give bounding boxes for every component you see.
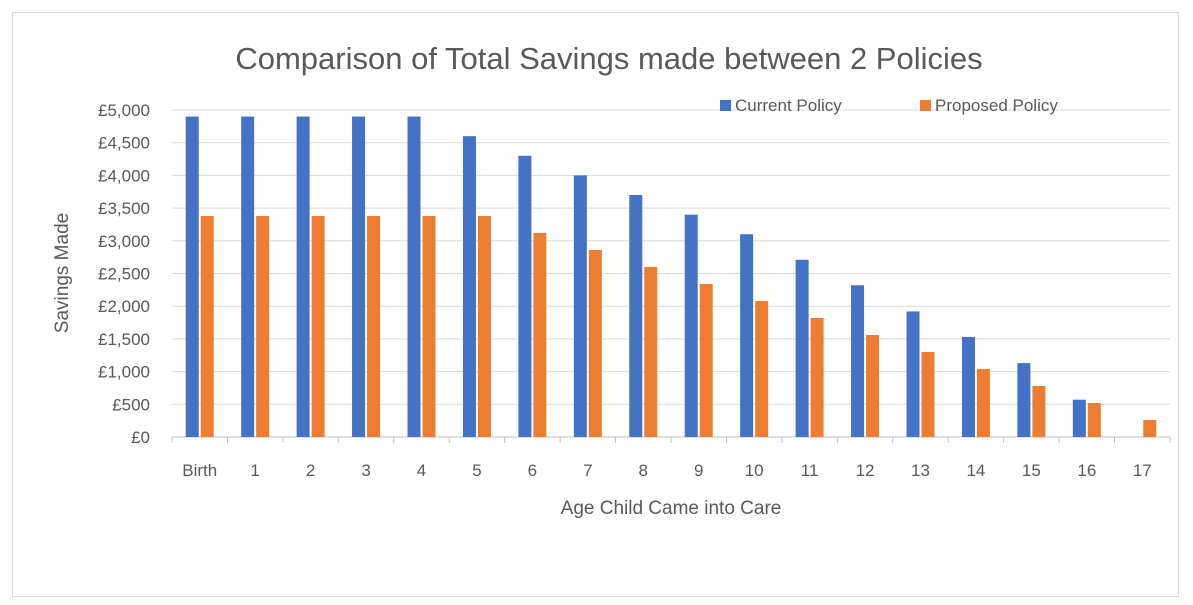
bar-proposed-policy <box>1087 402 1101 437</box>
bar-proposed-policy <box>976 368 990 437</box>
bar-proposed-policy <box>1032 385 1046 437</box>
y-tick-label: £2,500 <box>98 265 150 284</box>
bar-proposed-policy <box>1143 419 1157 437</box>
legend-swatch <box>920 100 931 111</box>
bar-proposed-policy <box>644 266 658 437</box>
bar-current-policy <box>296 116 310 437</box>
y-tick-label: £4,500 <box>98 134 150 153</box>
bar-current-policy <box>684 214 698 437</box>
x-tick-label: 17 <box>1133 461 1152 480</box>
x-tick-label: Birth <box>182 461 217 480</box>
y-tick-label: £5,000 <box>98 101 150 120</box>
bar-proposed-policy <box>422 215 436 437</box>
x-tick-label: 13 <box>911 461 930 480</box>
y-tick-label: £3,000 <box>98 232 150 251</box>
x-tick-label: 9 <box>694 461 703 480</box>
y-axis-label: Savings Made <box>52 213 73 333</box>
x-tick-label: 3 <box>361 461 370 480</box>
bar-proposed-policy <box>256 215 270 437</box>
legend-label: Proposed Policy <box>935 96 1058 115</box>
x-axis-ticks: Birth 1 2 3 4 5 6 7 8 9 10 11 12 13 14 15 16 17 <box>171 437 1171 480</box>
bar-proposed-policy <box>810 317 824 437</box>
bar-proposed-policy <box>533 232 547 437</box>
legend: Current Policy Proposed Policy <box>720 96 1058 115</box>
x-tick-label: 15 <box>1022 461 1041 480</box>
x-tick-label: 11 <box>801 461 819 480</box>
bar-current-policy <box>462 136 476 437</box>
bar-proposed-policy <box>311 215 325 437</box>
bar-current-policy <box>906 311 920 437</box>
bar-current-policy <box>1072 399 1086 437</box>
bars <box>185 116 1157 437</box>
bar-current-policy <box>185 116 199 437</box>
bar-current-policy <box>407 116 421 437</box>
y-tick-label: £3,500 <box>98 199 150 218</box>
bar-current-policy <box>241 116 255 437</box>
y-tick-label: £1,500 <box>98 330 150 349</box>
x-axis-label: Age Child Came into Care <box>561 498 782 519</box>
x-tick-label: 8 <box>639 461 648 480</box>
x-tick-label: 6 <box>528 461 537 480</box>
bar-proposed-policy <box>699 283 713 437</box>
y-tick-label: £0 <box>131 428 150 447</box>
y-tick-label: £1,000 <box>98 363 150 382</box>
bar-current-policy <box>573 175 587 437</box>
legend-swatch <box>720 100 731 111</box>
legend-label: Current Policy <box>735 96 842 115</box>
bar-current-policy <box>740 234 754 437</box>
bar-current-policy <box>961 336 975 437</box>
bar-current-policy <box>851 285 865 437</box>
x-tick-label: 1 <box>250 461 259 480</box>
x-tick-label: 12 <box>856 461 875 480</box>
y-tick-label: £500 <box>112 395 150 414</box>
y-tick-label: £2,000 <box>98 297 150 316</box>
bar-current-policy <box>518 155 532 437</box>
bar-current-policy <box>629 195 643 437</box>
bar-proposed-policy <box>477 215 491 437</box>
x-tick-label: 5 <box>472 461 481 480</box>
bar-proposed-policy <box>200 215 214 437</box>
bar-current-policy <box>352 116 366 437</box>
bar-proposed-policy <box>921 351 935 437</box>
y-tick-label: £4,000 <box>98 166 150 185</box>
bar-proposed-policy <box>866 334 880 437</box>
x-tick-label: 14 <box>966 461 985 480</box>
bar-current-policy <box>1017 363 1031 437</box>
bar-proposed-policy <box>755 300 769 437</box>
bar-current-policy <box>795 259 809 437</box>
bar-proposed-policy <box>367 215 381 437</box>
y-axis-ticks: £0 £500 £1,000 £1,500 £2,000 £2,500 £3,000 £3,5… <box>98 101 150 447</box>
x-tick-label: 4 <box>417 461 426 480</box>
x-tick-label: 10 <box>745 461 764 480</box>
x-tick-label: 16 <box>1077 461 1096 480</box>
bar-proposed-policy <box>588 249 602 437</box>
x-tick-label: 7 <box>583 461 592 480</box>
chart-title: Comparison of Total Savings made between… <box>235 41 982 76</box>
x-tick-label: 2 <box>306 461 315 480</box>
